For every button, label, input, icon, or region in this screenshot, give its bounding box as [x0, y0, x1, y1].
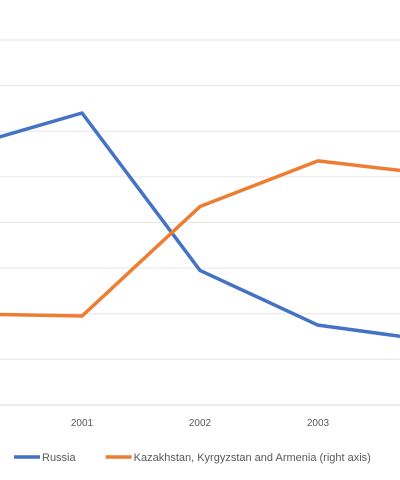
series-line-1: [0, 111, 400, 339]
legend-label-1: Russia: [42, 452, 77, 464]
legend: Russia Kazakhstan, Kyrgyzstan and Armenia…: [14, 452, 371, 464]
x-tick-labels: 2001 2002 2003: [71, 418, 330, 429]
x-tick-label: 2001: [71, 418, 94, 429]
series-line-2: [0, 159, 400, 318]
x-tick-label: 2003: [307, 418, 330, 429]
x-tick-label: 2002: [189, 418, 212, 429]
legend-label-2: Kazakhstan, Kyrgyzstan and Armenia (righ…: [134, 452, 371, 464]
series-lines: [0, 111, 400, 339]
gridlines: [0, 39, 400, 360]
